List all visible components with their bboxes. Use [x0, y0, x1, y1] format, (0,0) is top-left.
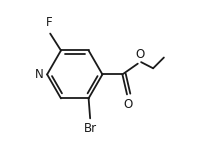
Text: O: O [123, 98, 132, 111]
Text: F: F [46, 16, 53, 29]
Text: Br: Br [84, 122, 97, 135]
Text: O: O [135, 48, 145, 61]
Text: N: N [35, 68, 43, 81]
